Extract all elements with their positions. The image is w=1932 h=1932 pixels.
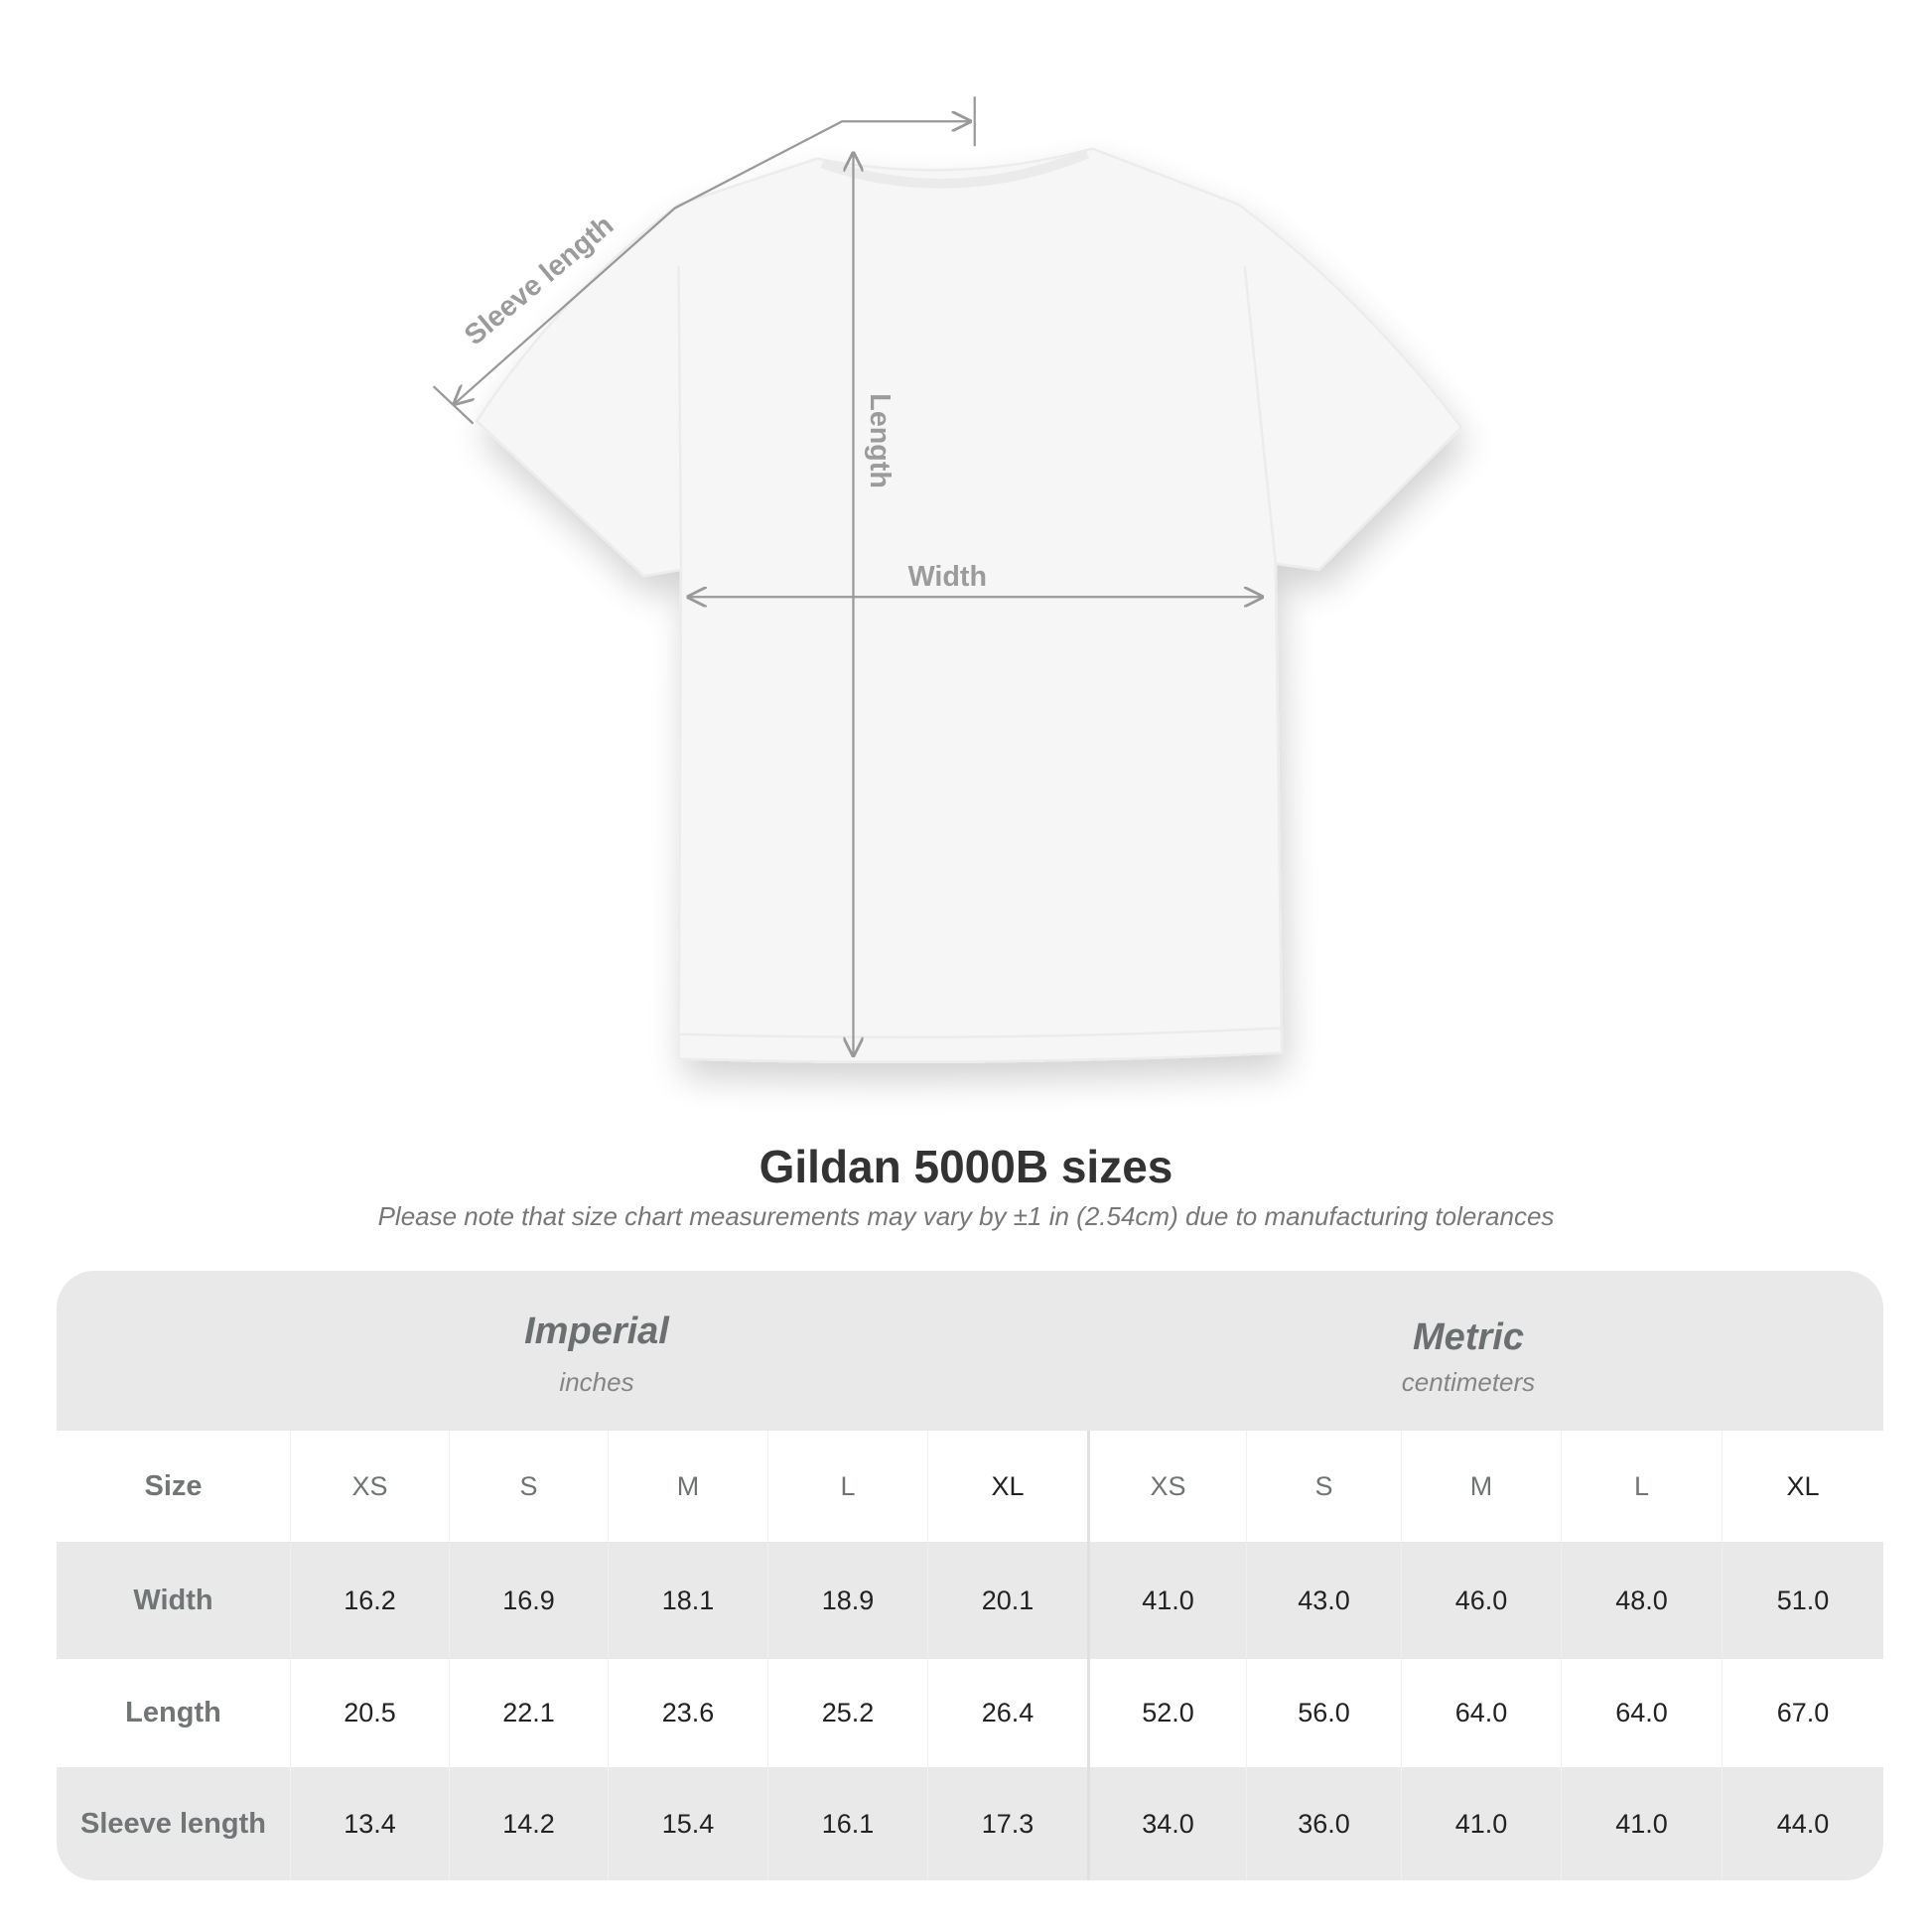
table-cell: 44.0 [1722, 1767, 1883, 1880]
table-cell: 64.0 [1561, 1659, 1722, 1767]
table-cell: XL [927, 1431, 1087, 1542]
table-cell: 15.4 [608, 1767, 767, 1880]
tolerance-note: Please note that size chart measurements… [377, 1201, 1555, 1231]
metric-unit: centimeters [1401, 1367, 1536, 1397]
table-cell: 22.1 [449, 1659, 608, 1767]
table-cell: 52.0 [1087, 1659, 1246, 1767]
table-cell: 41.0 [1087, 1542, 1246, 1659]
table-cell: S [449, 1431, 608, 1542]
table-cell: 41.0 [1401, 1767, 1561, 1880]
table-cell: 36.0 [1246, 1767, 1401, 1880]
table-cell: 34.0 [1087, 1767, 1246, 1880]
imperial-unit: inches [559, 1367, 634, 1397]
table-cell: XS [1087, 1431, 1246, 1542]
size-header-row: Size XS S M L XL XS S M L XL [57, 1431, 1883, 1542]
tshirt-body [475, 147, 1463, 1064]
table-cell: XS [290, 1431, 449, 1542]
sleeve-arrow [432, 96, 976, 425]
page-title: Gildan 5000B sizes [759, 1141, 1173, 1192]
table-cell: 56.0 [1246, 1659, 1401, 1767]
row-label: Size [144, 1469, 203, 1502]
size-table: Imperial inches Metric centimeters Size X… [57, 1271, 1883, 1880]
table-cell: 46.0 [1401, 1542, 1561, 1659]
table-cell: 20.1 [927, 1542, 1087, 1659]
length-label: Length [864, 393, 896, 488]
row-label: Length [125, 1697, 221, 1728]
table-cell: 25.2 [767, 1659, 927, 1767]
metric-header: Metric centimeters [1270, 1316, 1667, 1398]
imperial-header: Imperial inches [398, 1311, 795, 1398]
table-cell: 18.1 [608, 1542, 767, 1659]
row-label: Width [133, 1584, 213, 1616]
table-cell: L [1561, 1431, 1722, 1542]
table-cell: M [1401, 1431, 1561, 1542]
table-cell: 16.2 [290, 1542, 449, 1659]
table-cell: 41.0 [1561, 1767, 1722, 1880]
width-label: Width [908, 561, 987, 593]
table-cell: 26.4 [927, 1659, 1087, 1767]
table-cell: M [608, 1431, 767, 1542]
table-cell: S [1246, 1431, 1401, 1542]
table-cell: XL [1722, 1431, 1883, 1542]
table-cell: 18.9 [767, 1542, 927, 1659]
table-cell: L [767, 1431, 927, 1542]
table-cell: 48.0 [1561, 1542, 1722, 1659]
table-row: Sleeve length 13.4 14.2 15.4 16.1 17.3 34.0 36.… [57, 1767, 1883, 1880]
table-row: Length 20.5 22.1 23.6 25.2 26.4 52.0 56.0 64.0 64… [57, 1659, 1883, 1767]
imperial-title: Imperial [524, 1311, 669, 1352]
table-cell: 43.0 [1246, 1542, 1401, 1659]
table-cell: 13.4 [290, 1767, 449, 1880]
table-cell: 16.1 [767, 1767, 927, 1880]
table-cell: 17.3 [927, 1767, 1087, 1880]
table-row: Width 16.2 16.9 18.1 18.9 20.1 41.0 43.0 46.0 48.… [57, 1542, 1883, 1659]
metric-title: Metric [1413, 1316, 1524, 1358]
row-label: Sleeve length [80, 1807, 266, 1840]
table-cell: 64.0 [1401, 1659, 1561, 1767]
table-header: Imperial inches Metric centimeters [57, 1271, 1883, 1431]
table-cell: 16.9 [449, 1542, 608, 1659]
table-cell: 51.0 [1722, 1542, 1883, 1659]
table-cell: 67.0 [1722, 1659, 1883, 1767]
table-cell: 14.2 [449, 1767, 608, 1880]
table-cell: 20.5 [290, 1659, 449, 1767]
table-cell: 23.6 [608, 1659, 767, 1767]
